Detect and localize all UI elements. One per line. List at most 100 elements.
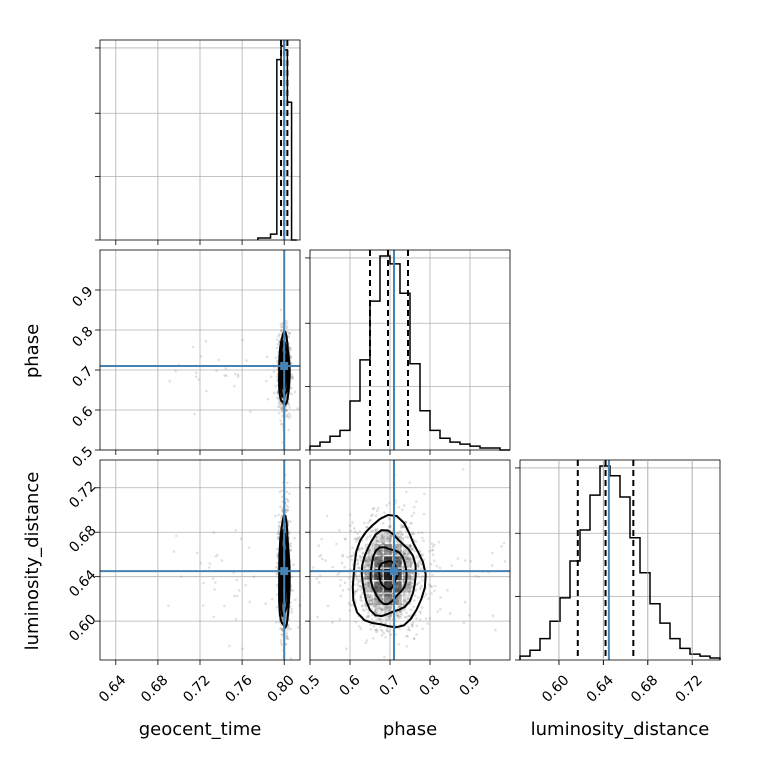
sample-point [407,626,411,629]
sample-point [369,598,373,602]
sample-point [365,616,368,619]
sample-point [418,618,422,621]
sample-point [381,597,385,601]
sample-point [366,611,370,615]
sample-point [433,589,436,593]
panel-geocent-time-vs-phase: 0.5 0.6 0.7 0.8 0.9 [69,249,301,471]
sample-point [285,409,288,412]
sample-point [286,637,290,640]
sample-point [385,606,389,610]
sample-point [289,545,293,548]
sample-point [365,525,368,529]
sample-point [281,628,284,632]
sample-point [367,579,371,582]
sample-point [412,573,415,576]
sample-point [197,378,201,381]
sample-point [276,552,279,555]
sample-point [311,566,315,569]
sample-point [383,548,386,552]
sample-point [421,536,424,540]
sample-point [331,565,335,569]
sample-point [388,501,391,505]
sample-point [356,563,360,566]
sample-point [418,581,421,584]
sample-point [285,510,288,513]
sample-point [211,577,215,580]
sample-point [411,578,415,582]
sample-point [382,542,385,546]
sample-point [409,608,413,612]
sample-point [384,593,388,596]
sample-point [387,579,390,583]
sample-point [380,608,384,612]
sample-point [202,581,205,585]
sample-point [366,535,369,539]
sample-point [409,578,413,582]
sample-point [382,535,386,539]
sample-point [368,599,372,603]
sample-point [279,419,282,423]
sample-point [379,554,383,558]
sample-point [372,507,376,510]
sample-point [411,625,414,628]
sample-point [371,577,375,580]
sample-point [354,574,358,578]
sample-point [403,615,407,619]
sample-point [380,630,384,633]
sample-point [369,559,372,562]
sample-point [289,657,293,660]
sample-point [289,361,293,365]
sample-point [450,564,453,567]
sample-point [288,406,291,409]
sample-point [380,633,384,637]
sample-point [379,550,382,554]
sample-point [294,598,297,602]
sample-point [351,546,354,549]
sample-point [280,407,284,410]
sample-point [379,536,383,540]
sample-point [368,558,371,562]
sample-point [406,583,410,587]
sample-point [398,604,402,608]
sample-point [404,549,407,552]
sample-point [338,618,342,621]
sample-point [292,563,296,566]
sample-point [235,594,239,598]
sample-point [398,605,401,609]
sample-point [286,481,289,484]
sample-point [422,492,426,495]
sample-point [276,555,279,558]
sample-point [415,617,418,620]
sample-point [407,590,411,594]
y-axis-label-phase: phase [22,324,43,378]
sample-point [463,600,467,604]
sample-point [273,391,276,395]
sample-point [357,535,361,539]
sample-point [369,603,372,606]
sample-point [420,531,424,535]
sample-point [417,564,420,568]
sample-point [413,599,416,602]
x-tick-label: 0.64 [584,672,617,705]
sample-point [315,577,319,580]
sample-point [288,331,291,335]
sample-point [354,589,358,593]
sample-point [365,538,368,541]
sample-point [410,585,413,588]
sample-point [366,576,370,579]
sample-point [212,615,216,619]
sample-point [363,521,366,525]
sample-point [276,553,279,557]
sample-point [280,410,284,413]
sample-point [396,614,400,618]
sample-point [356,582,359,586]
sample-point [350,558,354,562]
sample-point [287,428,291,432]
sample-point [421,579,424,582]
sample-point [379,552,383,556]
sample-point [417,531,420,535]
sample-point [369,627,373,631]
sample-point [374,609,377,613]
sample-point [405,615,408,619]
sample-point [380,533,384,537]
